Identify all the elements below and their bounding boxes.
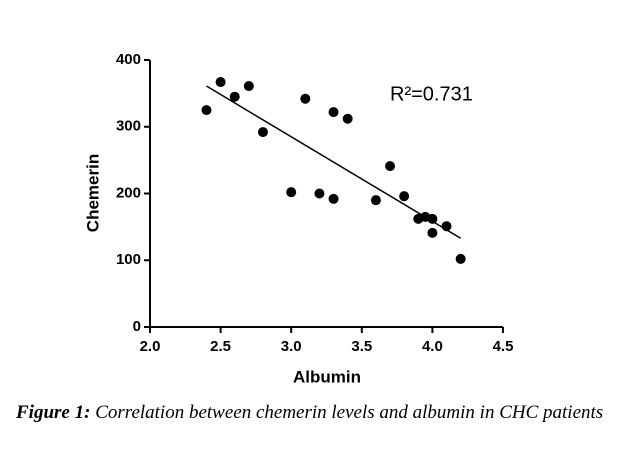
point bbox=[385, 161, 396, 172]
y-tick-label: 200 bbox=[116, 184, 141, 201]
point bbox=[427, 213, 438, 224]
caption: Figure 1: Correlation between chemerin l… bbox=[16, 400, 616, 425]
point bbox=[370, 195, 381, 206]
point bbox=[215, 77, 226, 88]
chart: Albumin Chemerin R²=0.731 0 100 200 300 400 2… bbox=[83, 51, 514, 387]
y-tick-label: 300 bbox=[116, 118, 141, 135]
point bbox=[342, 113, 353, 124]
caption-label: Figure 1: bbox=[16, 402, 91, 423]
point bbox=[314, 188, 325, 199]
x-tick-label: 4.0 bbox=[422, 338, 443, 355]
point bbox=[201, 105, 212, 116]
x-tick-label: 3.0 bbox=[281, 338, 302, 355]
caption-text: Correlation between chemerin levels and … bbox=[95, 402, 604, 423]
y-tick-label: 100 bbox=[116, 251, 141, 268]
y-axis-label: Chemerin bbox=[83, 154, 102, 232]
y-tick-label: 0 bbox=[133, 318, 141, 335]
point bbox=[427, 227, 438, 238]
point bbox=[399, 191, 410, 202]
point bbox=[229, 91, 240, 102]
x-tick-label: 2.0 bbox=[140, 338, 161, 355]
point bbox=[243, 81, 254, 92]
x-tick-label: 2.5 bbox=[210, 338, 231, 355]
y-tick-label: 400 bbox=[116, 51, 141, 68]
fit-line bbox=[206, 85, 462, 239]
point bbox=[257, 127, 268, 138]
x-tick-label: 4.5 bbox=[493, 338, 514, 355]
point bbox=[328, 193, 339, 204]
annotation: R²=0.731 bbox=[390, 83, 473, 105]
point bbox=[328, 107, 339, 118]
point bbox=[286, 187, 297, 198]
x-tick-label: 3.5 bbox=[351, 338, 372, 355]
x-axis-label: Albumin bbox=[293, 367, 361, 386]
point bbox=[300, 93, 311, 104]
point bbox=[455, 253, 466, 264]
